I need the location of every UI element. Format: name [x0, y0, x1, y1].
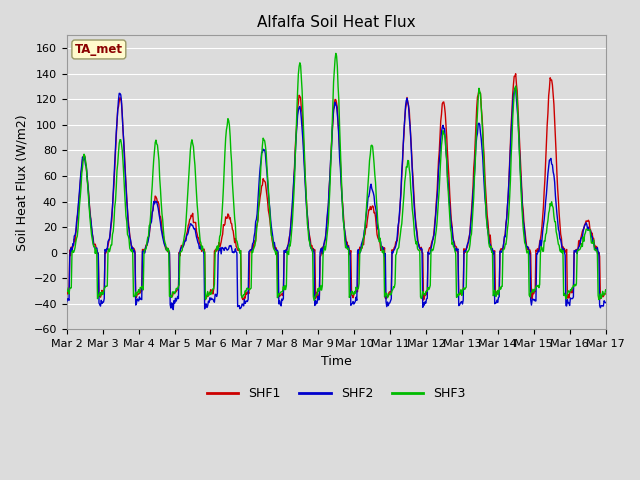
SHF3 [332, 50, 340, 56]
SHF3 [183, 208, 191, 214]
SHF1 [183, 231, 191, 237]
SHF2 [73, 219, 81, 225]
Y-axis label: Soil Heat Flux (W/m2): Soil Heat Flux (W/m2) [15, 114, 28, 251]
SHF1 [512, 71, 520, 77]
SHF2 [170, 307, 177, 312]
Line: SHF3: SHF3 [67, 53, 605, 300]
X-axis label: Time: Time [321, 355, 351, 368]
SHF2 [602, 300, 609, 305]
SHF1 [63, 288, 70, 293]
SHF1 [420, 297, 428, 303]
Line: SHF1: SHF1 [67, 74, 605, 300]
SHF1 [211, 247, 219, 253]
Title: Alfalfa Soil Heat Flux: Alfalfa Soil Heat Flux [257, 15, 415, 30]
SHF1 [417, 244, 425, 250]
SHF3 [419, 289, 427, 295]
SHF2 [184, 232, 191, 238]
Line: SHF2: SHF2 [67, 88, 605, 310]
SHF3 [63, 285, 70, 291]
SHF2 [511, 85, 519, 91]
SHF3 [602, 287, 609, 293]
SHF2 [212, 291, 220, 297]
SHF2 [63, 299, 70, 304]
SHF3 [128, 247, 136, 252]
SHF2 [418, 246, 426, 252]
SHF3 [310, 298, 318, 303]
SHF1 [402, 106, 410, 112]
SHF2 [128, 247, 136, 252]
SHF2 [403, 98, 410, 104]
SHF1 [128, 243, 136, 249]
Text: TA_met: TA_met [75, 43, 123, 56]
Legend: SHF1, SHF2, SHF3: SHF1, SHF2, SHF3 [202, 383, 470, 406]
SHF3 [403, 165, 411, 170]
SHF3 [73, 235, 81, 241]
SHF3 [211, 250, 219, 255]
SHF1 [73, 224, 81, 230]
SHF1 [602, 291, 609, 297]
